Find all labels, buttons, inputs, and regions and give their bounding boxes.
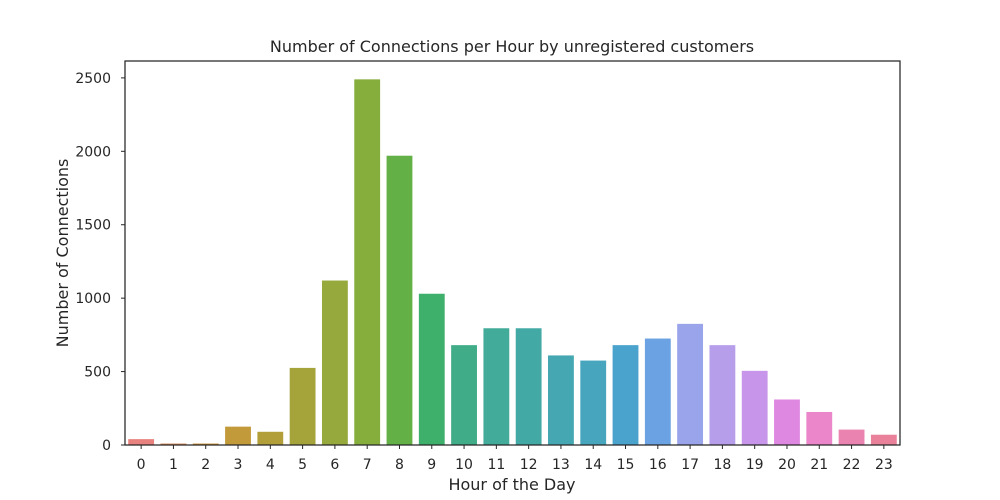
x-tick-label: 0 — [137, 457, 146, 473]
y-tick-label: 1000 — [75, 291, 111, 307]
y-tick-label: 1500 — [75, 218, 111, 234]
y-tick-label: 500 — [84, 365, 111, 381]
x-tick-label: 15 — [617, 457, 635, 473]
x-tick-label: 7 — [363, 457, 372, 473]
chart-title: Number of Connections per Hour by unregi… — [270, 37, 754, 56]
x-tick-label: 20 — [778, 457, 796, 473]
bar-hour-14 — [580, 360, 607, 445]
x-axis-title: Hour of the Day — [448, 475, 575, 494]
x-tick-label: 16 — [649, 457, 667, 473]
bar-hour-20 — [774, 399, 800, 445]
bar-hour-23 — [870, 434, 897, 445]
bar-hour-17 — [677, 323, 704, 445]
bar-hour-6 — [321, 280, 348, 445]
x-tick-label: 13 — [552, 457, 570, 473]
bar-hour-15 — [612, 345, 639, 445]
x-tick-label: 6 — [330, 457, 339, 473]
bar-hour-0 — [128, 439, 155, 445]
x-tick-label: 23 — [875, 457, 893, 473]
x-tick-label: 11 — [487, 457, 505, 473]
x-tick-label: 14 — [584, 457, 602, 473]
bar-hour-3 — [225, 426, 251, 445]
x-tick-label: 22 — [843, 457, 861, 473]
x-tick-label: 8 — [395, 457, 404, 473]
x-tick-label: 5 — [298, 457, 307, 473]
bar-hour-13 — [548, 355, 574, 445]
y-tick-label: 2500 — [75, 71, 111, 87]
x-tick-label: 18 — [713, 457, 731, 473]
bar-hour-12 — [515, 328, 542, 445]
y-tick-label: 0 — [102, 438, 111, 454]
bar-hour-16 — [644, 338, 671, 445]
bar-hour-10 — [451, 345, 477, 445]
x-tick-label: 17 — [681, 457, 699, 473]
x-tick-label: 9 — [427, 457, 436, 473]
y-tick-label: 2000 — [75, 144, 111, 160]
y-ticks-group: 0 500 1000 1500 2000 2500 — [75, 71, 125, 454]
x-tick-label: 19 — [746, 457, 764, 473]
x-tick-label: 2 — [201, 457, 210, 473]
bar-hour-21 — [806, 411, 833, 445]
plot-frame — [124, 60, 901, 446]
x-tick-label: 12 — [520, 457, 538, 473]
bar-hour-7 — [354, 79, 381, 445]
bar-hour-9 — [418, 293, 445, 445]
bar-hour-11 — [483, 328, 510, 445]
x-tick-label: 21 — [810, 457, 828, 473]
bar-hour-18 — [709, 345, 736, 445]
bar-hour-4 — [257, 431, 284, 445]
bar-hour-19 — [741, 370, 768, 445]
bar-hour-5 — [289, 367, 316, 445]
x-ticks-group: 0 1 2 3 4 5 6 7 8 9 10 11 12 13 14 15 16 17 18 19 20 21 22 23 — [137, 445, 893, 473]
bar-hour-1 — [160, 443, 187, 445]
bar-hour-22 — [838, 429, 865, 445]
x-tick-label: 10 — [455, 457, 473, 473]
y-axis-title: Number of Connections — [53, 159, 72, 348]
x-tick-label: 1 — [169, 457, 178, 473]
x-tick-label: 4 — [266, 457, 275, 473]
x-tick-label: 3 — [234, 457, 243, 473]
bars-group — [128, 79, 897, 446]
bar-hour-8 — [386, 155, 413, 446]
bar-hour-2 — [192, 443, 219, 445]
